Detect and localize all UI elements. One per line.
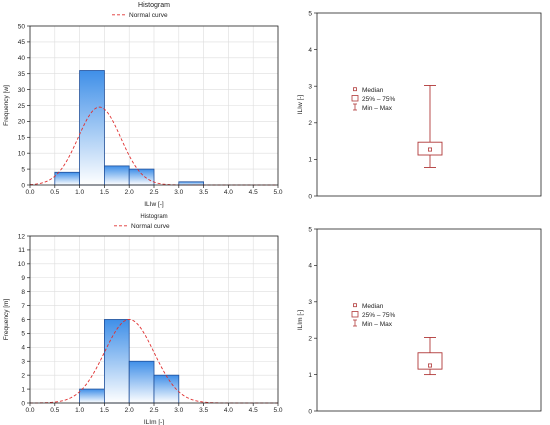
normal-curve-line <box>29 106 278 186</box>
x-tick-label: 3.0 <box>174 189 183 196</box>
legend-iqr-swatch <box>351 311 359 318</box>
legend-label: Median <box>362 87 384 94</box>
legend-label: Median <box>362 303 384 310</box>
x-tick-label: 4.5 <box>249 407 258 414</box>
y-tick-label: 1 <box>308 157 312 164</box>
y-tick-label: 10 <box>18 151 26 158</box>
x-tick-label: 5.0 <box>273 407 282 414</box>
legend-label: 25% – 75% <box>362 96 395 103</box>
x-tick-label: 1.0 <box>75 189 84 196</box>
y-tick-label: 30 <box>18 87 26 94</box>
histogram-bar <box>128 360 155 404</box>
y-tick-label: 0 <box>308 408 312 415</box>
chart-title: Histogram <box>138 2 170 9</box>
x-tick-label: 3.5 <box>199 189 208 196</box>
histogram-bar <box>104 165 130 186</box>
histogram-bar <box>79 388 105 404</box>
x-tick-label: 2.5 <box>149 189 158 196</box>
iqr-box <box>417 352 443 370</box>
iqr-box <box>417 141 443 156</box>
y-tick-label: 2 <box>308 120 312 127</box>
legend-median-swatch <box>353 87 357 92</box>
y-axis-label: ILIw [-] <box>297 95 304 115</box>
chart-2: 0 1 2 3 4 5 ILIw [-] Median 25% – 75% Min – Max <box>297 10 542 200</box>
chart-1: 0.0 0.5 1.0 1.5 2.0 2.5 3.0 3.5 4.0 4.5 5.0 0 5 10 15 2… <box>3 2 283 208</box>
x-tick-label: 2.0 <box>125 189 134 196</box>
chart-4: 0 1 2 3 4 5 ILIm [-] Median 25% – 75% Min – Max <box>297 226 542 415</box>
y-tick-label: 2 <box>21 372 25 379</box>
histogram-bar <box>104 319 130 404</box>
y-tick-label: 5 <box>308 226 312 233</box>
y-tick-label: 5 <box>308 10 312 17</box>
legend-label: Min – Max <box>362 321 393 328</box>
y-tick-label: 4 <box>21 345 25 352</box>
x-axis-label: ILIw [-] <box>144 201 164 208</box>
x-tick-label: 5.0 <box>273 189 282 196</box>
y-tick-label: 8 <box>21 289 25 296</box>
y-tick-label: 10 <box>18 261 26 268</box>
legend-label: 25% – 75% <box>362 312 395 319</box>
x-tick-label: 2.0 <box>125 407 134 414</box>
x-tick-label: 3.0 <box>174 407 183 414</box>
y-tick-label: 0 <box>21 400 25 407</box>
y-tick-label: 1 <box>308 372 312 379</box>
y-tick-label: 35 <box>18 71 26 78</box>
plot-frame <box>316 12 542 197</box>
y-tick-label: 25 <box>18 103 26 110</box>
y-tick-label: 3 <box>308 84 312 91</box>
y-tick-label: 40 <box>18 55 26 62</box>
y-tick-label: 7 <box>21 303 25 310</box>
y-tick-label: 6 <box>21 317 25 324</box>
y-tick-label: 3 <box>308 299 312 306</box>
histogram-bar <box>153 374 180 404</box>
y-tick-label: 4 <box>308 47 312 54</box>
y-tick-label: 9 <box>21 275 25 282</box>
histogram-bar <box>79 70 105 186</box>
median-marker <box>427 147 432 152</box>
y-tick-label: 1 <box>21 386 25 393</box>
x-tick-label: 1.0 <box>75 407 84 414</box>
y-tick-label: 3 <box>21 359 25 366</box>
y-tick-label: 45 <box>18 39 26 46</box>
y-axis-label: Frequency [m] <box>3 299 10 341</box>
y-tick-label: 0 <box>308 193 312 200</box>
y-tick-label: 5 <box>21 331 25 338</box>
x-tick-label: 4.0 <box>224 407 233 414</box>
y-tick-label: 2 <box>308 336 312 343</box>
x-tick-label: 0.5 <box>50 407 59 414</box>
chart-title: Histogram <box>140 214 167 220</box>
x-tick-label: 4.5 <box>249 189 258 196</box>
y-tick-label: 4 <box>308 263 312 270</box>
legend-label: Normal curve <box>131 223 170 230</box>
y-tick-label: 50 <box>18 23 26 30</box>
x-tick-label: 3.5 <box>199 407 208 414</box>
x-tick-label: 1.5 <box>100 189 109 196</box>
y-tick-label: 12 <box>18 233 26 240</box>
y-tick-label: 11 <box>18 247 25 254</box>
chart-3: 0.0 0.5 1.0 1.5 2.0 2.5 3.0 3.5 4.0 4.5 5.00123456… <box>3 214 283 425</box>
y-tick-label: 0 <box>21 182 25 189</box>
histogram-bar <box>128 168 155 186</box>
y-axis-label: Frequency [w] <box>3 85 10 126</box>
legend-label: Normal curve <box>129 12 168 19</box>
x-tick-label: 1.5 <box>100 407 109 414</box>
legend-label: Min – Max <box>362 105 393 112</box>
y-tick-label: 20 <box>18 119 26 126</box>
x-tick-label: 4.0 <box>224 189 233 196</box>
median-marker <box>427 363 432 368</box>
plot-frame <box>316 228 542 412</box>
histogram-bar <box>54 171 80 186</box>
y-tick-label: 5 <box>21 166 25 173</box>
x-tick-label: 0.5 <box>50 189 59 196</box>
x-tick-label: 0.0 <box>25 407 34 414</box>
legend-median-swatch <box>353 303 357 308</box>
x-tick-label: 0.0 <box>25 189 34 196</box>
legend-iqr-swatch <box>351 95 359 102</box>
x-axis-label: ILIm [-] <box>144 419 164 425</box>
y-tick-label: 15 <box>18 135 26 142</box>
x-tick-label: 2.5 <box>149 407 158 414</box>
y-axis-label: ILIm [-] <box>297 310 304 330</box>
